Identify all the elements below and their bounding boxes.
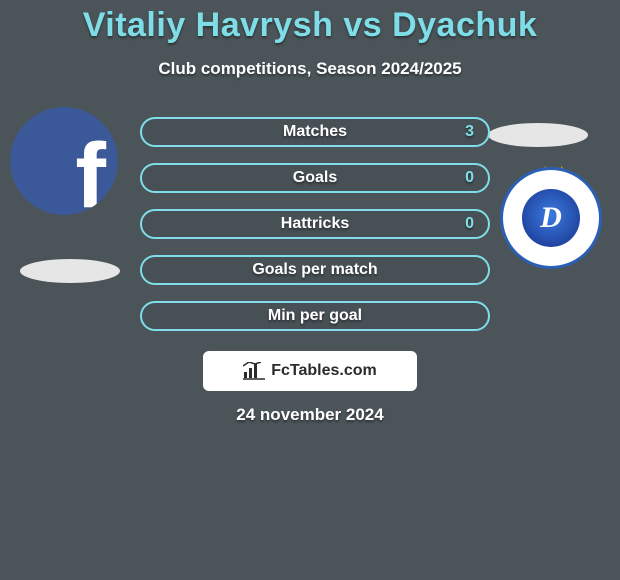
brand-badge: FcTables.com [203,351,417,391]
stat-pill: Goals 0 [140,163,490,193]
stat-pill: Matches 3 [140,117,490,147]
stat-right-value: 0 [465,169,474,187]
club-logo-letter: D [522,189,580,247]
stat-label: Matches [283,123,347,141]
bar-chart-icon [243,362,265,380]
page-subtitle: Club competitions, Season 2024/2025 [0,59,620,79]
stat-label: Min per goal [268,307,362,325]
stat-label: Goals per match [252,261,377,279]
stat-pill: Goals per match [140,255,490,285]
player-left-avatar: f [10,107,118,215]
facebook-icon: f [75,124,106,215]
player-right-club-logo: D [500,167,602,269]
comparison-panel: f ★★ D Matches 3 Goals 0 Hattricks 0 Goa… [0,107,620,437]
player-right-shadow [488,123,588,147]
snapshot-date: 24 november 2024 [236,405,383,425]
stat-pill-list: Matches 3 Goals 0 Hattricks 0 Goals per … [140,117,490,347]
stat-pill: Min per goal [140,301,490,331]
brand-text: FcTables.com [271,362,377,380]
stat-right-value: 3 [465,123,474,141]
stat-label: Hattricks [281,215,349,233]
stat-label: Goals [293,169,337,187]
page-title: Vitaliy Havrysh vs Dyachuk [0,0,620,45]
player-left-shadow [20,259,120,283]
stat-right-value: 0 [465,215,474,233]
stat-pill: Hattricks 0 [140,209,490,239]
